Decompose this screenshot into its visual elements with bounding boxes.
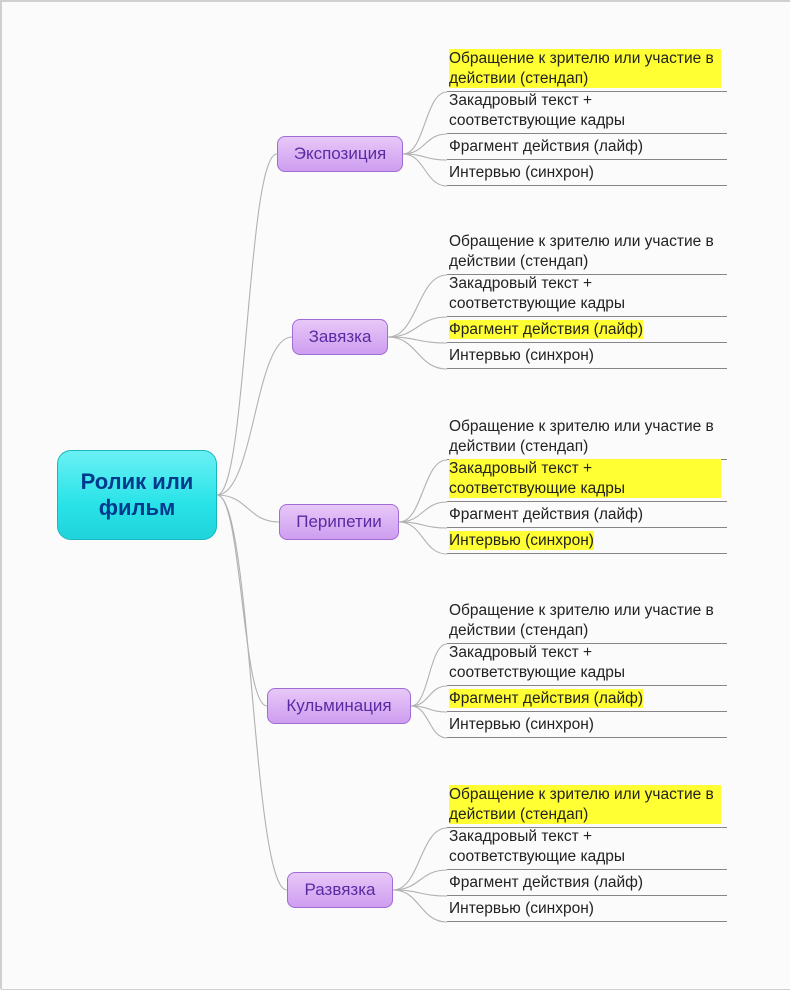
leaf-item: Интервью (синхрон) <box>447 160 727 186</box>
leaf-item: Закадровый текст + соответствующие кадры <box>447 92 727 134</box>
leaf-text: Интервью (синхрон) <box>449 163 594 182</box>
leaf-item: Интервью (синхрон) <box>447 528 727 554</box>
leaf-text: Обращение к зрителю или участие в действ… <box>449 785 721 824</box>
leaf-text: Интервью (синхрон) <box>449 715 594 734</box>
leaf-block-razvyazka: Обращение к зрителю или участие в действ… <box>447 786 727 922</box>
leaf-item: Закадровый текст + соответствующие кадры <box>447 275 727 317</box>
leaf-item: Фрагмент действия (лайф) <box>447 502 727 528</box>
leaf-block-peripetii: Обращение к зрителю или участие в действ… <box>447 418 727 554</box>
leaf-text: Обращение к зрителю или участие в действ… <box>449 601 721 640</box>
leaf-text: Закадровый текст + соответствующие кадры <box>449 459 721 498</box>
leaf-text: Интервью (синхрон) <box>449 346 594 365</box>
leaf-text: Закадровый текст + соответствующие кадры <box>449 643 721 682</box>
leaf-item: Фрагмент действия (лайф) <box>447 686 727 712</box>
leaf-item: Фрагмент действия (лайф) <box>447 317 727 343</box>
leaf-text: Интервью (синхрон) <box>449 899 594 918</box>
leaf-text: Обращение к зрителю или участие в действ… <box>449 49 721 88</box>
leaf-text: Фрагмент действия (лайф) <box>449 137 643 156</box>
leaf-item: Обращение к зрителю или участие в действ… <box>447 786 727 828</box>
leaf-item: Обращение к зрителю или участие в действ… <box>447 50 727 92</box>
branch-expo: Экспозиция <box>277 136 403 172</box>
leaf-text: Фрагмент действия (лайф) <box>449 689 643 708</box>
leaf-block-zavyazka: Обращение к зрителю или участие в действ… <box>447 233 727 369</box>
branch-peripetii: Перипетии <box>279 504 399 540</box>
leaf-block-kulminatsia: Обращение к зрителю или участие в действ… <box>447 602 727 738</box>
branch-label: Завязка <box>309 327 372 347</box>
branch-label: Экспозиция <box>294 144 387 164</box>
leaf-item: Фрагмент действия (лайф) <box>447 134 727 160</box>
leaf-text: Закадровый текст + соответствующие кадры <box>449 91 721 130</box>
leaf-text: Обращение к зрителю или участие в действ… <box>449 232 721 271</box>
leaf-item: Закадровый текст + соответствующие кадры <box>447 460 727 502</box>
leaf-block-expo: Обращение к зрителю или участие в действ… <box>447 50 727 186</box>
branch-zavyazka: Завязка <box>292 319 388 355</box>
leaf-text: Обращение к зрителю или участие в действ… <box>449 417 721 456</box>
leaf-item: Интервью (синхрон) <box>447 343 727 369</box>
leaf-item: Обращение к зрителю или участие в действ… <box>447 233 727 275</box>
leaf-item: Обращение к зрителю или участие в действ… <box>447 418 727 460</box>
branch-kulminatsia: Кульминация <box>267 688 411 724</box>
branch-label: Перипетии <box>296 512 382 532</box>
branch-razvyazka: Развязка <box>287 872 393 908</box>
leaf-text: Закадровый текст + соответствующие кадры <box>449 274 721 313</box>
branch-label: Кульминация <box>286 696 391 716</box>
leaf-text: Фрагмент действия (лайф) <box>449 873 643 892</box>
leaf-item: Интервью (синхрон) <box>447 712 727 738</box>
root-node: Ролик илифильм <box>57 450 217 540</box>
leaf-item: Закадровый текст + соответствующие кадры <box>447 644 727 686</box>
leaf-item: Закадровый текст + соответствующие кадры <box>447 828 727 870</box>
leaf-text: Закадровый текст + соответствующие кадры <box>449 827 721 866</box>
leaf-item: Интервью (синхрон) <box>447 896 727 922</box>
branch-label: Развязка <box>305 880 376 900</box>
leaf-text: Интервью (синхрон) <box>449 531 594 550</box>
leaf-item: Фрагмент действия (лайф) <box>447 870 727 896</box>
root-label: Ролик илифильм <box>81 469 194 521</box>
leaf-item: Обращение к зрителю или участие в действ… <box>447 602 727 644</box>
leaf-text: Фрагмент действия (лайф) <box>449 505 643 524</box>
leaf-text: Фрагмент действия (лайф) <box>449 320 643 339</box>
